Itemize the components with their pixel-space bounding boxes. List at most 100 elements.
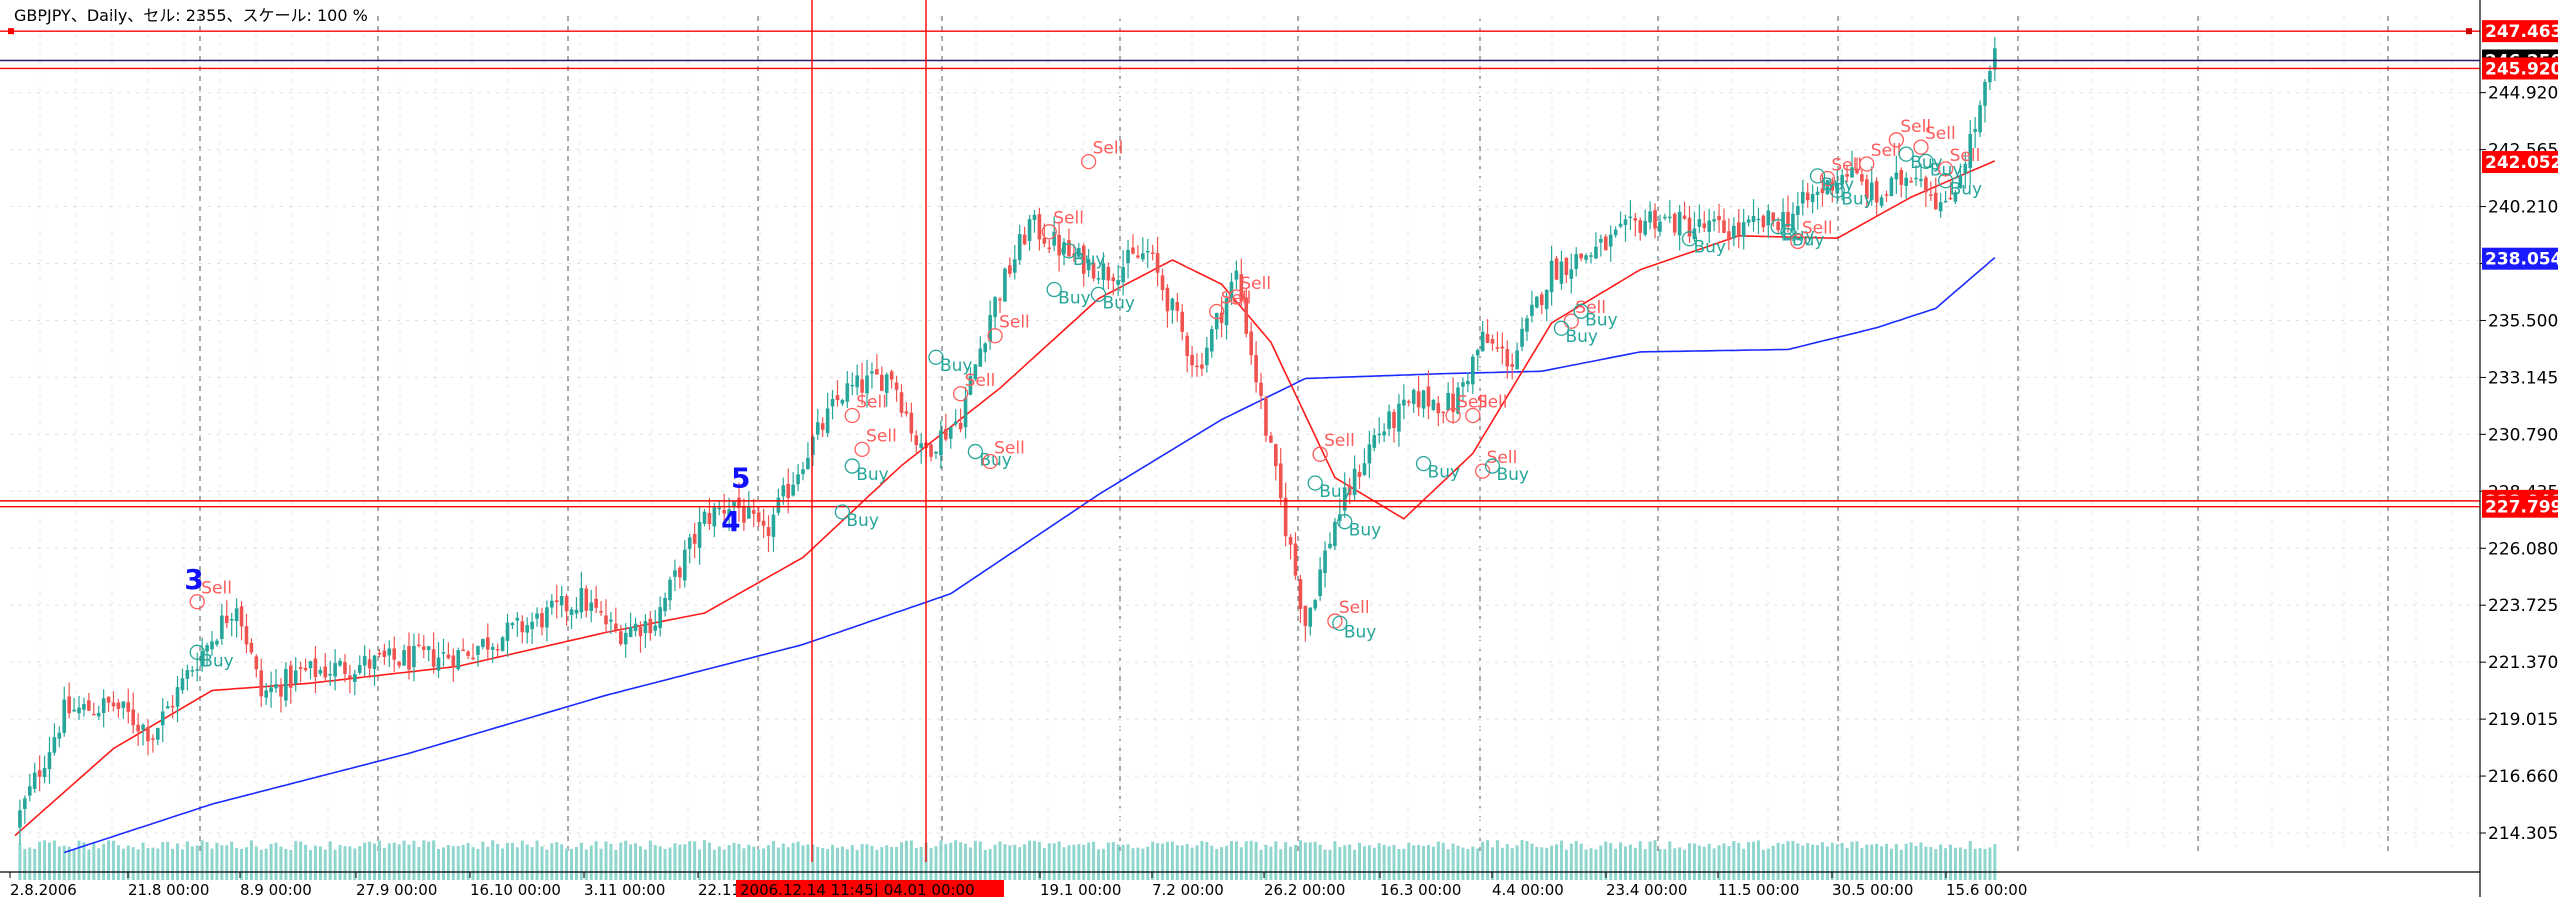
volume-bar <box>530 847 534 880</box>
candle-body <box>751 510 756 514</box>
candle-body <box>1510 364 1514 367</box>
volume-bar <box>545 849 549 880</box>
volume-bar <box>215 842 219 880</box>
candle-body <box>781 485 786 497</box>
signal-marker <box>1312 446 1328 462</box>
volume-bar <box>481 841 485 880</box>
volume-bar <box>988 849 992 880</box>
volume-bar <box>1284 842 1288 880</box>
volume-bar <box>1318 844 1322 880</box>
candle-body <box>569 609 574 616</box>
candle-body <box>1889 177 1894 197</box>
candle-body <box>1269 435 1273 443</box>
signal-marker <box>1898 146 1914 162</box>
candle-body <box>1919 178 1923 181</box>
candle-body <box>229 619 234 621</box>
signal-marker <box>1332 615 1348 631</box>
candle-body <box>1052 231 1056 246</box>
buy-signal-label: Buy <box>940 356 973 376</box>
volume-bar <box>1131 848 1135 880</box>
horizontal-price-lines[interactable] <box>0 28 2480 508</box>
candle-body <box>1958 175 1963 189</box>
volume-bar <box>1072 844 1076 880</box>
candle-body <box>1761 215 1766 228</box>
volume-bar <box>441 847 445 880</box>
volume-bar <box>141 842 145 880</box>
volume-bar <box>865 844 869 880</box>
volume-bar <box>1087 842 1091 880</box>
volume-bar <box>1791 841 1795 880</box>
volume-bar <box>914 848 918 880</box>
candle-body <box>42 768 47 778</box>
candle-body <box>264 690 268 698</box>
candle-body <box>1746 219 1751 223</box>
volume-bar <box>363 842 367 880</box>
price-tick-label: 233.145 <box>2488 368 2558 388</box>
volume-bar <box>1205 842 1209 880</box>
candle-body <box>367 659 372 669</box>
candle-body <box>436 657 441 671</box>
volume-bar <box>1254 841 1258 880</box>
volume-bar <box>1289 846 1293 880</box>
sell-signal-label: Sell <box>1831 156 1862 176</box>
candle-body <box>23 798 27 809</box>
candle-body <box>692 534 697 544</box>
volume-bar <box>412 840 416 880</box>
volume-bar <box>1195 845 1199 880</box>
volume-bar <box>1141 848 1145 880</box>
candle-body <box>1283 497 1288 537</box>
candle-body <box>1874 181 1879 203</box>
time-axis[interactable]: 2.8.2006 21.8 00:00 8.9 00:00 27.9 00:00 16.… <box>9 872 2027 897</box>
volume-bar <box>1023 844 1027 880</box>
candle-body <box>1141 253 1145 260</box>
volume-bar <box>87 849 91 880</box>
volume-bar <box>570 848 574 880</box>
candle-body <box>1022 234 1027 245</box>
volume-bar <box>496 843 500 880</box>
candle-body <box>82 704 86 710</box>
candle-body <box>131 709 135 726</box>
candle-body <box>1372 435 1377 448</box>
candle-body <box>1766 210 1771 226</box>
buy-signal-label: Buy <box>1950 180 1983 200</box>
volume-bar <box>1712 848 1716 880</box>
buy-signal-label: Buy <box>846 511 879 531</box>
wave-count-label: 3 <box>184 563 203 596</box>
candle-body <box>628 626 633 638</box>
sell-signal-label: Sell <box>856 393 887 413</box>
candle-body <box>638 626 643 637</box>
candle-body <box>1131 247 1135 254</box>
candle-body <box>1431 399 1436 410</box>
buy-signal-label: Buy <box>1058 289 1091 309</box>
volume-bar <box>1594 849 1598 880</box>
signal-marker <box>844 407 860 424</box>
volume-bar <box>712 849 716 880</box>
volume-bar <box>1274 841 1278 880</box>
candle-body <box>151 738 155 740</box>
volume-bar <box>609 843 613 880</box>
time-tick-label: 11.5 00:00 <box>1718 881 1799 897</box>
volume-bar <box>1589 848 1593 880</box>
candle-body <box>594 598 598 608</box>
candle-body <box>62 699 67 733</box>
volume-bar <box>831 844 835 880</box>
volume-bar <box>895 846 899 880</box>
volume-bar <box>1151 841 1155 880</box>
wave-count-label: 5 <box>731 461 750 494</box>
candle-body <box>466 651 470 656</box>
volume-bar <box>1638 841 1642 880</box>
candle-body <box>1392 411 1396 428</box>
volume-bar <box>1756 840 1760 880</box>
volume-bar <box>1688 843 1691 880</box>
candle-body <box>1855 168 1859 174</box>
candle-body <box>1978 105 1982 133</box>
candle-body <box>156 727 160 740</box>
vertical-time-lines[interactable] <box>811 0 927 862</box>
volume-bar <box>1101 848 1105 880</box>
candle-body <box>1608 234 1613 247</box>
volume-bar <box>1220 847 1224 880</box>
candle-body <box>1929 194 1933 196</box>
